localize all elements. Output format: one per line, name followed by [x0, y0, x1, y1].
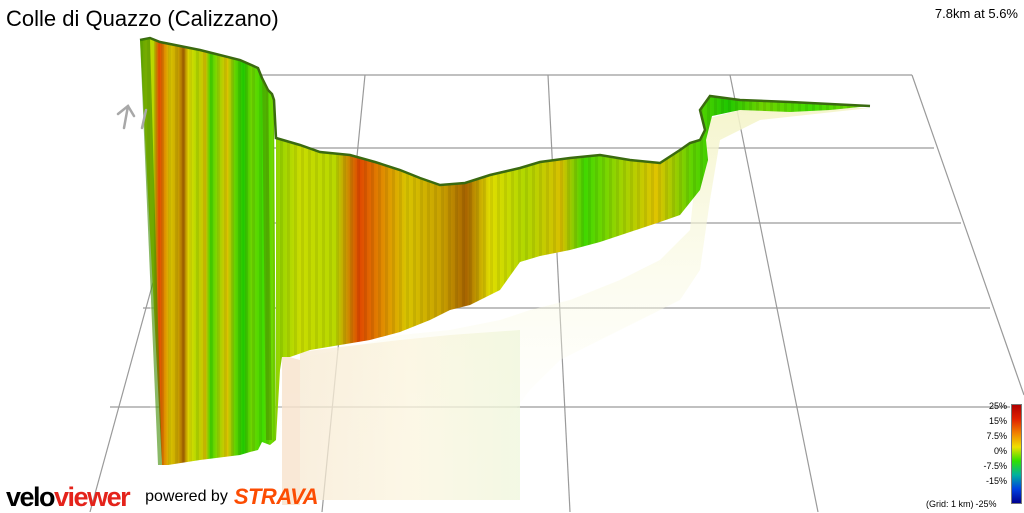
grid-note: (Grid: 1 km) -25%: [924, 499, 997, 509]
up-arrow-icon: [116, 104, 148, 130]
branding: veloviewer powered by STRAVA: [6, 481, 319, 513]
powered-by-label: powered by: [145, 488, 228, 505]
legend-tick: -7.5%: [983, 461, 1007, 471]
segment-title: Colle di Quazzo (Calizzano): [6, 6, 279, 31]
profile-reflection: [150, 108, 870, 505]
veloviewer-logo[interactable]: veloviewer: [6, 481, 131, 513]
legend-tick: 0%: [993, 446, 1007, 456]
legend-tick: 7.5%: [986, 431, 1007, 441]
strava-logo[interactable]: STRAVA: [233, 484, 319, 509]
logo-velo: velo: [6, 481, 56, 512]
logo-viewer: viewer: [54, 481, 131, 512]
legend-tick: 15%: [988, 416, 1007, 426]
grid-scale-label: (Grid: 1 km): [926, 499, 974, 509]
legend-tick-min: -25%: [975, 499, 997, 509]
elevation-profile-wall[interactable]: [139, 36, 871, 465]
legend-tick: 25%: [988, 401, 1007, 411]
gradient-legend-bar: [1011, 404, 1022, 504]
legend-tick: -15%: [985, 476, 1007, 486]
segment-summary: 7.8km at 5.6%: [934, 6, 1018, 21]
